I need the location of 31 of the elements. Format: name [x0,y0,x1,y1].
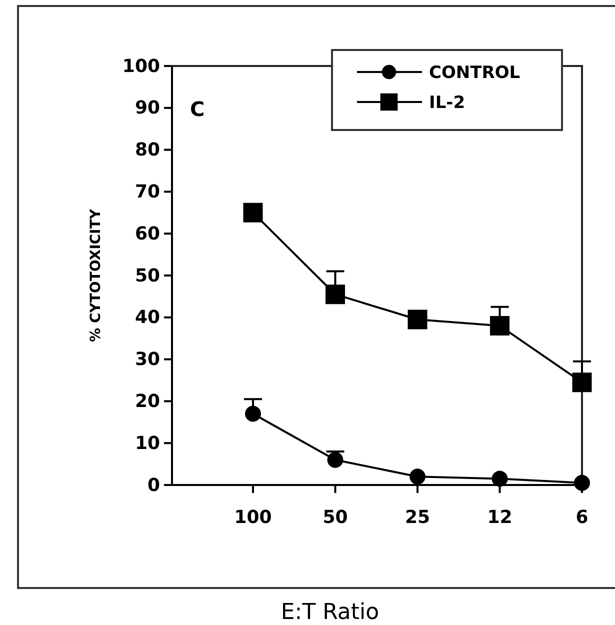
x-tick-label: 12 [487,507,512,528]
y-tick-label: 30 [134,349,160,370]
y-tick-label: 10 [134,432,160,454]
x-tick-label: 100 [234,507,272,528]
y-tick-label: 100 [122,56,160,77]
legend-label: CONTROL [429,63,520,83]
y-tick-label: 40 [134,307,160,328]
point [492,470,508,487]
y-axis-title: % CYTOTOXICITY [88,208,104,342]
legend-label: IL-2 [429,93,466,113]
point [490,316,510,336]
y-tick-label: 70 [134,181,160,202]
y-tick-label: 80 [134,140,160,161]
x-tick-label: 6 [576,507,588,528]
point [574,474,590,491]
y-tick-label: 0 [147,474,160,496]
y-tick-label: 60 [134,223,160,244]
x-tick-label: 25 [404,507,430,528]
point [327,452,344,468]
annotation: C [190,96,205,121]
y-tick-label: 20 [134,390,160,412]
point [410,468,426,485]
y-tick-label: 50 [134,265,160,286]
x-axis-title: E:T Ratio [280,600,380,625]
point [572,372,592,392]
point [326,284,345,304]
point [245,406,261,422]
y-tick-label: 90 [134,98,160,119]
x-tick-label: 50 [322,507,348,528]
point [408,310,428,330]
point [243,202,263,222]
